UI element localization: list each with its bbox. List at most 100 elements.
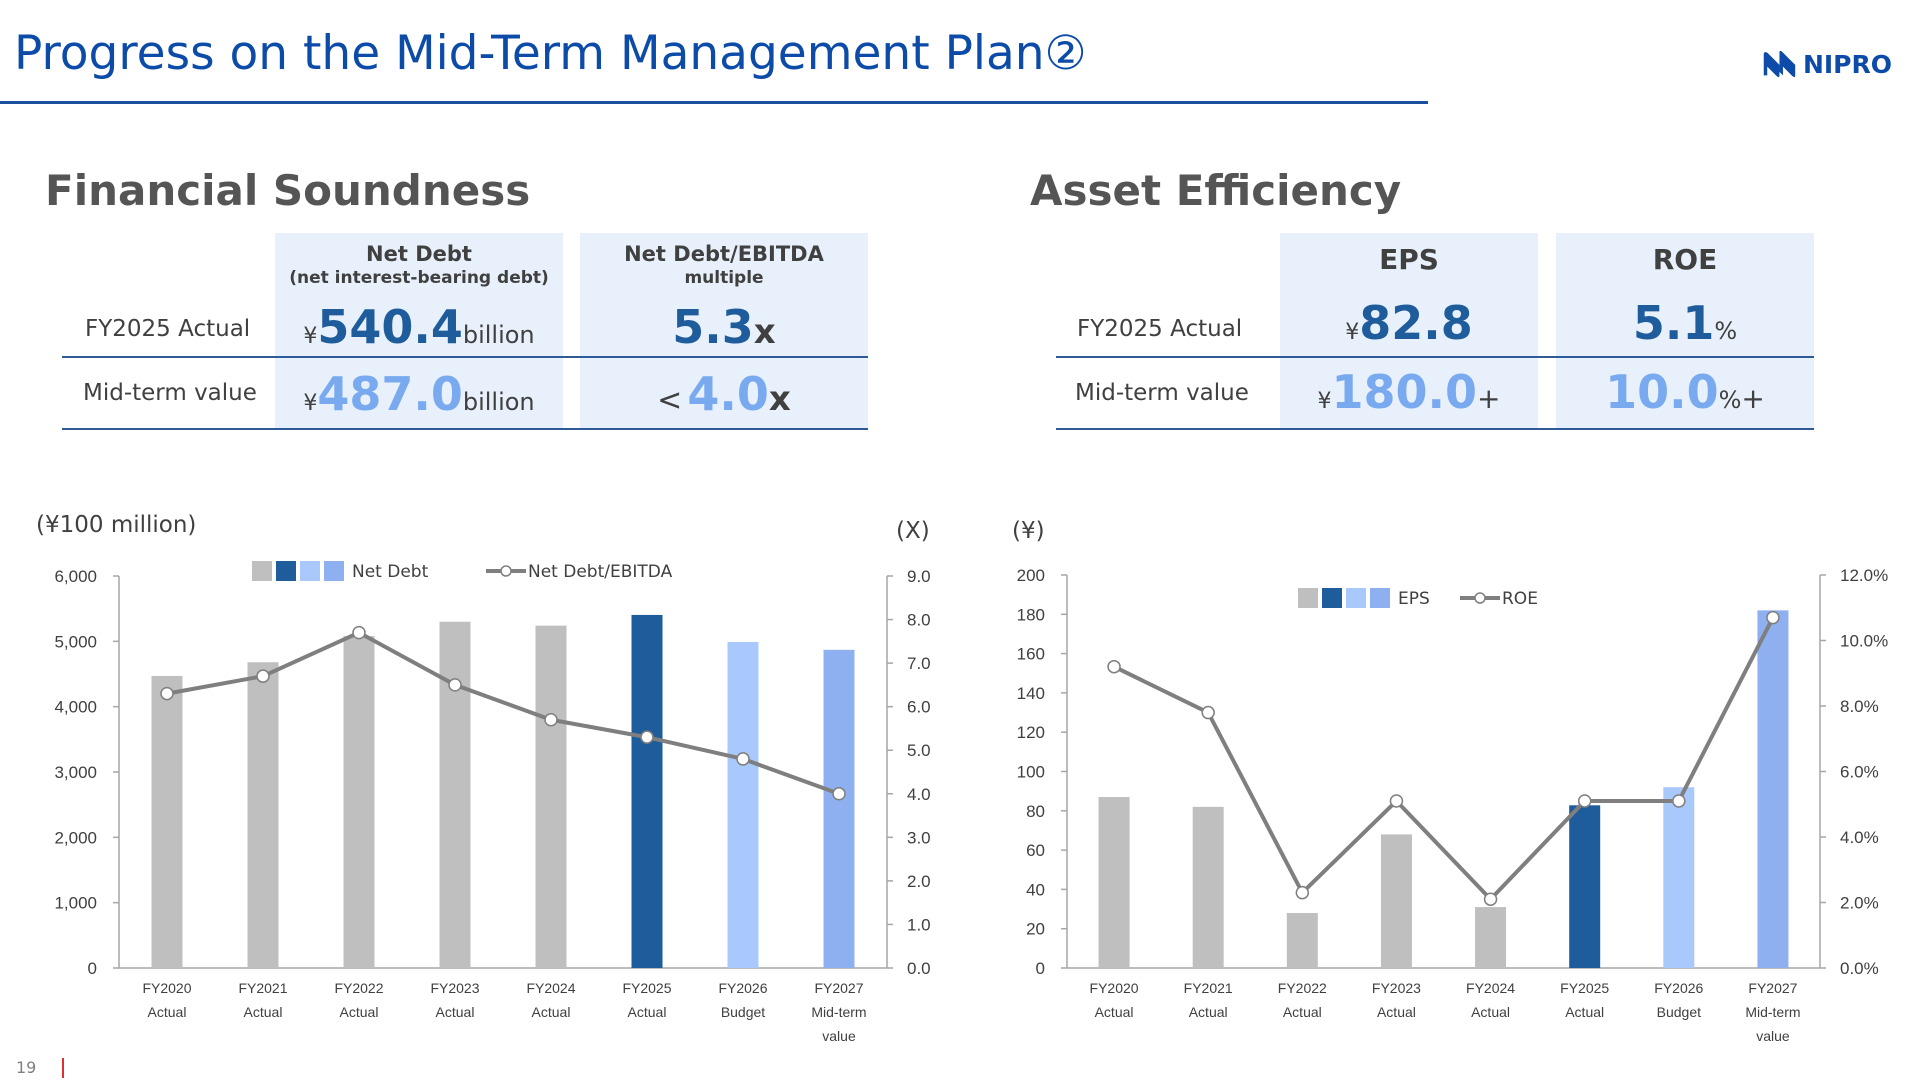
- roe-column-bg: [1556, 233, 1814, 428]
- chart2-bar: [1757, 610, 1789, 968]
- chart1-category-label: Mid-term: [811, 1004, 866, 1020]
- chart2-left-unit: (¥): [1012, 518, 1045, 544]
- chart2-legend-bar-label: EPS: [1398, 589, 1430, 609]
- chart1-left-tick-label: 6,000: [54, 567, 97, 586]
- chart1-category-label: FY2027: [814, 980, 863, 996]
- chart2-left-tick-label: 0: [1036, 959, 1045, 978]
- chart2-line-point: [1766, 610, 1780, 625]
- fin-row-mid-label: Mid-term value: [83, 380, 257, 406]
- chart1-right-tick-label: 9.0: [907, 567, 931, 586]
- chart1-bar: [343, 636, 375, 968]
- asset-row-mid-label: Mid-term value: [1075, 380, 1249, 406]
- eps-roe-chart: 0 20 40 60 80 100 120 140 160 180 200 0.0% 2.0% 4.0% 6…: [1017, 566, 1889, 1044]
- chart2-left-tick-label: 60: [1026, 841, 1045, 860]
- chart2-category-label: FY2024: [1466, 980, 1515, 996]
- logo-text: NIPRO: [1802, 49, 1892, 79]
- net-debt-actual-value: ¥540.4billion: [303, 300, 535, 354]
- asset-bottom-rule: [1056, 428, 1814, 430]
- chart2-bar: [1569, 805, 1601, 968]
- eps-mid-value: ¥180.0+: [1317, 365, 1501, 419]
- fin-row-actual-label: FY2025 Actual: [85, 316, 251, 342]
- chart2-left-tick-label: 180: [1017, 605, 1045, 624]
- chart1-right-tick-label: 4.0: [907, 785, 931, 804]
- chart2-category-label: FY2020: [1090, 980, 1139, 996]
- chart2-right-tick-label: 0.0%: [1840, 959, 1879, 978]
- net-debt-subheader: (net interest-bearing debt): [289, 268, 549, 288]
- chart1-line-point: [448, 678, 462, 692]
- chart2-category-label: FY2027: [1748, 980, 1797, 996]
- eps-actual-value: ¥82.8: [1345, 296, 1473, 350]
- page-number: 19: [16, 1058, 37, 1077]
- chart2-legend-swatch: [1370, 588, 1390, 608]
- chart1-category-label: FY2026: [718, 980, 767, 996]
- fin-row-divider: [62, 356, 868, 358]
- chart2-line-point: [1389, 794, 1404, 808]
- chart1-category-label: Actual: [436, 1004, 475, 1020]
- chart1-legend-line-label: Net Debt/EBITDA: [528, 562, 673, 582]
- chart2-category-label: Actual: [1283, 1004, 1322, 1020]
- roe-actual-value: 5.1%: [1632, 296, 1738, 350]
- asset-row-actual-label: FY2025 Actual: [1077, 316, 1243, 342]
- chart1-left-tick-label: 3,000: [54, 763, 97, 782]
- chart2-category-label: FY2021: [1184, 980, 1233, 996]
- page-title: Progress on the Mid-Term Management Plan…: [14, 26, 1087, 81]
- chart2-legend-marker: [1474, 592, 1486, 604]
- chart2-bar: [1380, 834, 1412, 968]
- chart1-line-series: [166, 630, 840, 796]
- chart1-bar: [151, 675, 183, 968]
- chart1-right-tick-label: 2.0: [907, 872, 931, 891]
- chart1-bar: [823, 649, 855, 968]
- chart1-line-point: [640, 730, 654, 744]
- chart1-category-label: FY2025: [622, 980, 671, 996]
- roe-mid-value: 10.0%+: [1605, 365, 1765, 419]
- chart1-category-label: FY2024: [526, 980, 575, 996]
- chart1-line-point: [832, 787, 846, 801]
- nipro-logo: NIPRO: [1762, 46, 1892, 82]
- chart2-category-label: Actual: [1471, 1004, 1510, 1020]
- chart1-right-tick-label: 1.0: [907, 915, 931, 934]
- chart1-category-label: FY2023: [430, 980, 479, 996]
- chart1-legend-bar-label: Net Debt: [352, 562, 429, 582]
- chart2-line-point: [1672, 794, 1686, 808]
- multiple-subheader: multiple: [684, 268, 764, 288]
- chart2-line-point: [1201, 705, 1215, 720]
- chart1-category-label: FY2020: [142, 980, 191, 996]
- chart2-category-label: FY2023: [1372, 980, 1421, 996]
- chart2-category-label: value: [1756, 1028, 1790, 1044]
- chart2-category-label: Budget: [1657, 1004, 1701, 1020]
- chart1-category-label: Budget: [721, 1004, 765, 1020]
- net-debt-mid-value: ¥487.0billion: [303, 367, 535, 421]
- chart1-left-tick-label: 4,000: [54, 698, 97, 717]
- chart2-bar: [1098, 797, 1130, 968]
- chart1-legend-swatch: [276, 561, 296, 581]
- chart1-right-tick-label: 6.0: [907, 698, 931, 717]
- chart1-legend-swatch: [300, 561, 320, 581]
- chart2-bar: [1663, 787, 1695, 968]
- net-debt-header: Net Debt: [366, 242, 472, 266]
- asset-efficiency-title: Asset Efficiency: [1030, 166, 1402, 215]
- chart2-left-tick-label: 100: [1017, 763, 1045, 782]
- chart2-right-tick-label: 6.0%: [1840, 763, 1879, 782]
- chart1-line-point: [160, 686, 174, 701]
- chart1-left-unit: (¥100 million): [36, 512, 197, 538]
- chart1-category-label: Actual: [340, 1004, 379, 1020]
- chart1-right-tick-label: 0.0: [907, 959, 931, 978]
- chart2-line-point: [1483, 892, 1498, 906]
- chart1-category-label: FY2021: [238, 980, 287, 996]
- chart2-left-tick-label: 160: [1017, 645, 1045, 664]
- chart2-right-tick-label: 2.0%: [1840, 894, 1879, 913]
- chart2-right-tick-label: 12.0%: [1840, 566, 1888, 585]
- chart1-legend-swatch: [324, 561, 344, 581]
- chart2-bar: [1286, 912, 1318, 968]
- chart1-right-unit: (X): [896, 518, 930, 544]
- chart2-bar: [1475, 907, 1507, 968]
- multiple-actual-value: 5.3x: [672, 300, 776, 354]
- chart1-category-label: value: [822, 1028, 856, 1044]
- net-debt-column-bg: [275, 233, 563, 428]
- chart2-left-tick-label: 40: [1026, 880, 1045, 899]
- chart1-bar: [535, 625, 567, 968]
- chart2-right-tick-label: 8.0%: [1840, 697, 1879, 716]
- chart2-left-tick-label: 80: [1026, 802, 1045, 821]
- chart2-bar: [1192, 806, 1224, 968]
- chart2-left-tick-label: 200: [1017, 566, 1045, 585]
